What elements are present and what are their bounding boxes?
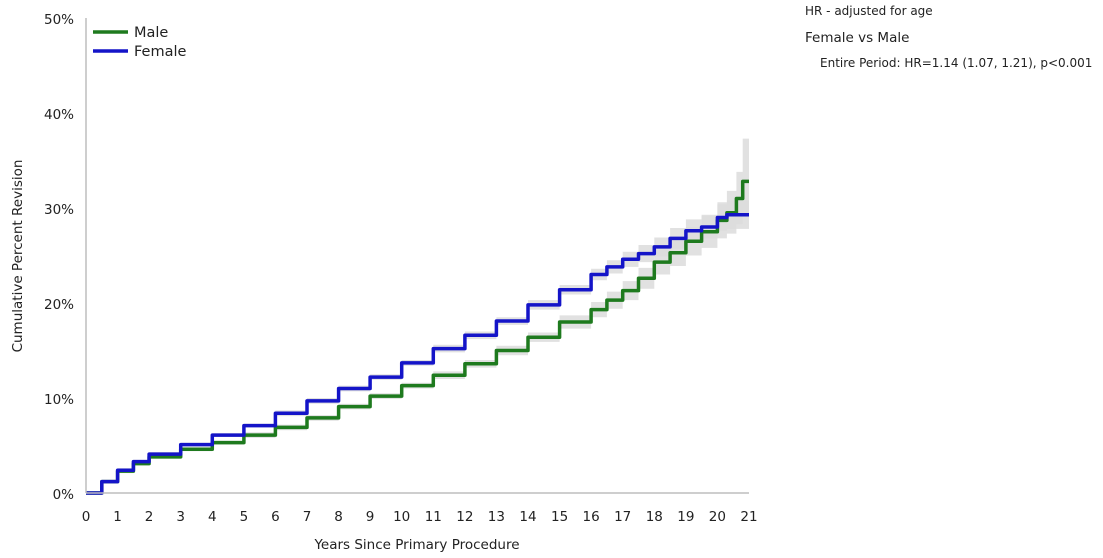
x-tick-label: 2 <box>145 509 154 525</box>
legend-label-male: Male <box>134 25 168 41</box>
x-tick-label: 11 <box>425 509 442 525</box>
x-tick-label: 14 <box>519 509 536 525</box>
x-axis-title: Years Since Primary Procedure <box>313 537 519 553</box>
x-tick-label: 9 <box>366 509 375 525</box>
x-tick-label: 12 <box>456 509 473 525</box>
y-tick-label: 30% <box>44 202 74 218</box>
x-tick-label: 7 <box>303 509 312 525</box>
y-tick-label: 50% <box>44 12 74 28</box>
x-tick-label: 15 <box>551 509 568 525</box>
x-tick-label: 18 <box>646 509 663 525</box>
x-tick-label: 19 <box>677 509 694 525</box>
y-tick-label: 20% <box>44 297 74 313</box>
x-tick-label: 4 <box>208 509 217 525</box>
x-tick-label: 0 <box>82 509 91 525</box>
confidence-band-male <box>86 138 749 493</box>
x-axis-ticks: 0 1 2 3 4 5 6 7 8 9 10 11 12 13 14 15 16 17 18 19 20 21 <box>82 509 758 525</box>
x-tick-label: 10 <box>393 509 410 525</box>
legend-label-female: Female <box>134 44 187 60</box>
x-tick-label: 3 <box>176 509 185 525</box>
x-tick-label: 17 <box>614 509 631 525</box>
confidence-bands <box>86 138 749 493</box>
series-lines <box>86 179 749 495</box>
hr-result-line: Entire Period: HR=1.14 (1.07, 1.21), p<0… <box>820 56 1092 70</box>
x-tick-label: 21 <box>740 509 757 525</box>
series-line-female <box>86 212 749 495</box>
hr-adjustment-note: HR - adjusted for age <box>805 4 933 18</box>
x-tick-label: 6 <box>271 509 280 525</box>
y-tick-label: 0% <box>53 487 75 503</box>
legend: Male Female <box>93 25 187 60</box>
x-tick-label: 5 <box>240 509 249 525</box>
y-tick-label: 40% <box>44 107 74 123</box>
x-tick-label: 13 <box>488 509 505 525</box>
y-axis-title: Cumulative Percent Revision <box>10 160 26 353</box>
y-axis-ticks: 0% 10% 20% 30% 40% 50% <box>44 12 74 503</box>
x-tick-label: 1 <box>113 509 122 525</box>
x-tick-label: 20 <box>709 509 726 525</box>
x-tick-label: 8 <box>334 509 343 525</box>
y-tick-label: 10% <box>44 392 74 408</box>
hazard-ratio-panel: HR - adjusted for age Female vs Male Ent… <box>805 4 1092 70</box>
x-tick-label: 16 <box>583 509 600 525</box>
confidence-band-female <box>86 200 749 493</box>
hr-comparison-title: Female vs Male <box>805 30 909 46</box>
